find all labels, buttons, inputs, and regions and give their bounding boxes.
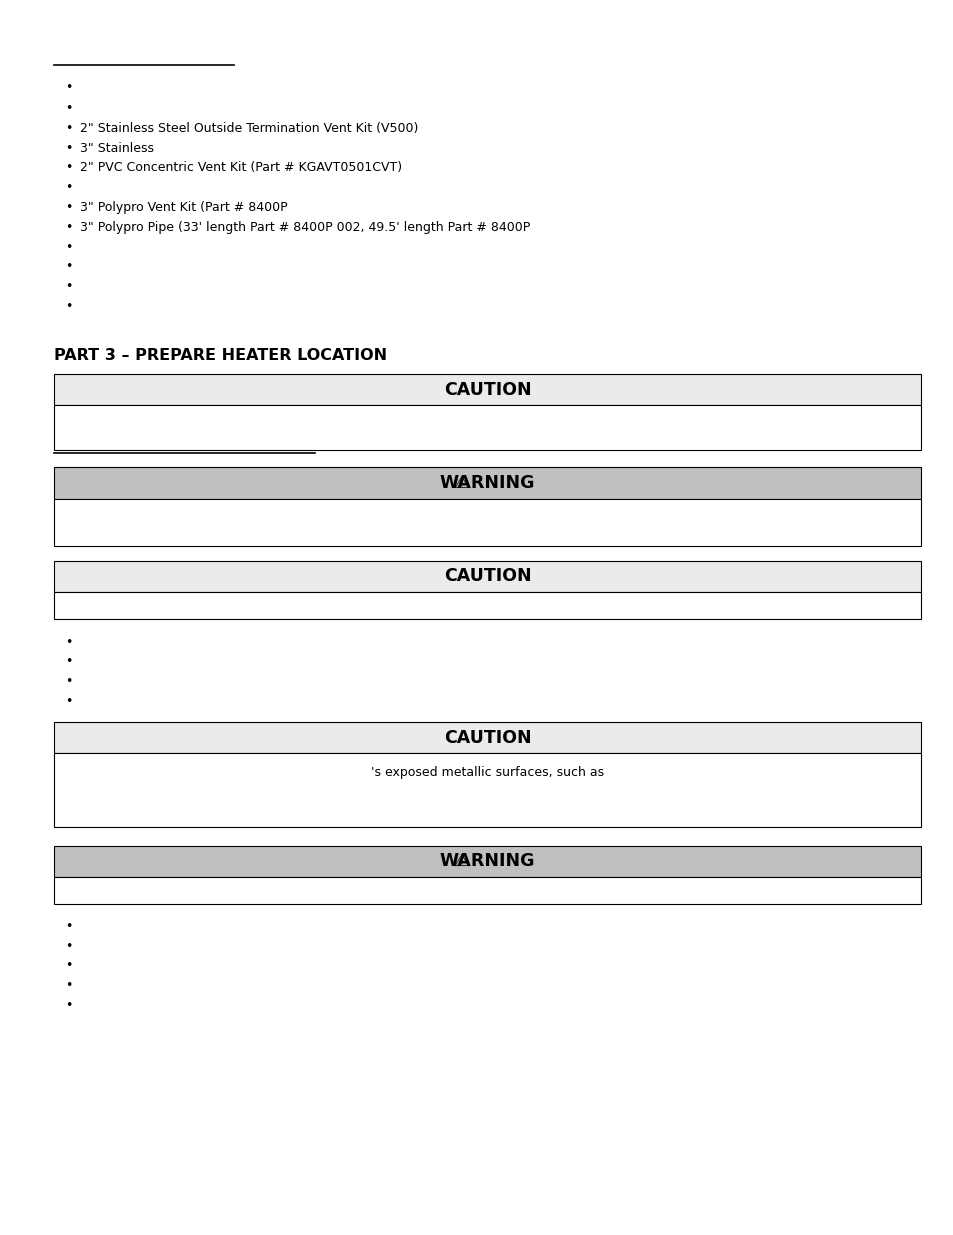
Text: •: • xyxy=(65,142,72,154)
Text: •: • xyxy=(65,940,72,952)
Bar xyxy=(54,405,920,450)
Text: ⚠: ⚠ xyxy=(453,474,468,492)
Text: 3" Stainless: 3" Stainless xyxy=(80,142,154,154)
Bar xyxy=(54,846,920,877)
Text: •: • xyxy=(65,920,72,932)
Text: •: • xyxy=(65,221,72,233)
Bar xyxy=(54,561,920,592)
Text: •: • xyxy=(65,979,72,992)
Text: •: • xyxy=(65,122,72,135)
Text: WARNING: WARNING xyxy=(439,474,535,492)
Text: PART 3 – PREPARE HEATER LOCATION: PART 3 – PREPARE HEATER LOCATION xyxy=(54,348,387,363)
Text: CAUTION: CAUTION xyxy=(443,729,531,747)
Text: 's exposed metallic surfaces, such as: 's exposed metallic surfaces, such as xyxy=(371,766,603,779)
Bar xyxy=(54,467,920,499)
Bar xyxy=(54,592,920,619)
Text: •: • xyxy=(65,960,72,972)
Text: •: • xyxy=(65,636,72,648)
Bar xyxy=(54,374,920,405)
Text: •: • xyxy=(65,676,72,688)
Text: •: • xyxy=(65,103,72,115)
Text: CAUTION: CAUTION xyxy=(443,567,531,585)
Bar xyxy=(54,722,920,753)
Text: •: • xyxy=(65,695,72,708)
Text: 3" Polypro Vent Kit (Part # 8400P: 3" Polypro Vent Kit (Part # 8400P xyxy=(80,201,288,214)
Text: •: • xyxy=(65,201,72,214)
Bar xyxy=(54,753,920,827)
Text: CAUTION: CAUTION xyxy=(443,380,531,399)
Text: •: • xyxy=(65,656,72,668)
Text: •: • xyxy=(65,999,72,1011)
Text: •: • xyxy=(65,82,72,94)
Text: •: • xyxy=(65,182,72,194)
Text: 2" PVC Concentric Vent Kit (Part # KGAVT0501CVT): 2" PVC Concentric Vent Kit (Part # KGAVT… xyxy=(80,162,402,174)
Text: •: • xyxy=(65,241,72,253)
Text: ⚠: ⚠ xyxy=(453,852,468,871)
Text: WARNING: WARNING xyxy=(439,852,535,871)
Text: •: • xyxy=(65,162,72,174)
Bar xyxy=(54,877,920,904)
Text: •: • xyxy=(65,280,72,293)
Text: •: • xyxy=(65,300,72,312)
Bar xyxy=(54,499,920,546)
Text: 2" Stainless Steel Outside Termination Vent Kit (V500): 2" Stainless Steel Outside Termination V… xyxy=(80,122,418,135)
Text: •: • xyxy=(65,261,72,273)
Text: 3" Polypro Pipe (33' length Part # 8400P 002, 49.5' length Part # 8400P: 3" Polypro Pipe (33' length Part # 8400P… xyxy=(80,221,530,233)
